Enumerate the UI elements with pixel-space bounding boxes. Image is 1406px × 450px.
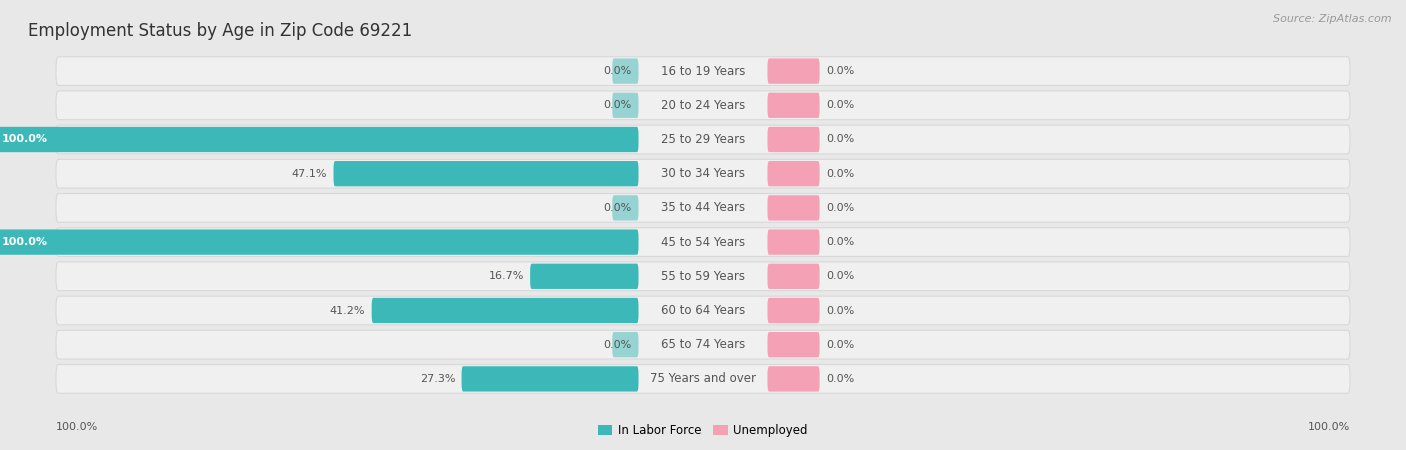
Text: 16.7%: 16.7% bbox=[488, 271, 524, 281]
Text: 0.0%: 0.0% bbox=[825, 203, 853, 213]
Text: 25 to 29 Years: 25 to 29 Years bbox=[661, 133, 745, 146]
Text: Source: ZipAtlas.com: Source: ZipAtlas.com bbox=[1274, 14, 1392, 23]
Text: 0.0%: 0.0% bbox=[603, 66, 631, 76]
FancyBboxPatch shape bbox=[768, 195, 820, 220]
FancyBboxPatch shape bbox=[461, 366, 638, 392]
Text: 75 Years and over: 75 Years and over bbox=[650, 373, 756, 385]
Text: 100.0%: 100.0% bbox=[56, 422, 98, 432]
Text: 0.0%: 0.0% bbox=[825, 374, 853, 384]
Legend: In Labor Force, Unemployed: In Labor Force, Unemployed bbox=[593, 419, 813, 441]
FancyBboxPatch shape bbox=[0, 230, 638, 255]
Text: 0.0%: 0.0% bbox=[825, 66, 853, 76]
Text: 0.0%: 0.0% bbox=[825, 237, 853, 247]
Text: 16 to 19 Years: 16 to 19 Years bbox=[661, 65, 745, 77]
FancyBboxPatch shape bbox=[768, 230, 820, 255]
FancyBboxPatch shape bbox=[768, 332, 820, 357]
FancyBboxPatch shape bbox=[56, 228, 1350, 256]
FancyBboxPatch shape bbox=[371, 298, 638, 323]
FancyBboxPatch shape bbox=[768, 366, 820, 392]
FancyBboxPatch shape bbox=[56, 57, 1350, 86]
FancyBboxPatch shape bbox=[56, 91, 1350, 120]
FancyBboxPatch shape bbox=[333, 161, 638, 186]
FancyBboxPatch shape bbox=[768, 264, 820, 289]
FancyBboxPatch shape bbox=[768, 58, 820, 84]
FancyBboxPatch shape bbox=[56, 194, 1350, 222]
FancyBboxPatch shape bbox=[56, 364, 1350, 393]
FancyBboxPatch shape bbox=[56, 125, 1350, 154]
FancyBboxPatch shape bbox=[768, 298, 820, 323]
Text: 27.3%: 27.3% bbox=[420, 374, 456, 384]
Text: 60 to 64 Years: 60 to 64 Years bbox=[661, 304, 745, 317]
Text: 41.2%: 41.2% bbox=[330, 306, 366, 315]
Text: 100.0%: 100.0% bbox=[1308, 422, 1350, 432]
Text: 0.0%: 0.0% bbox=[825, 100, 853, 110]
Text: 45 to 54 Years: 45 to 54 Years bbox=[661, 236, 745, 248]
Text: 20 to 24 Years: 20 to 24 Years bbox=[661, 99, 745, 112]
FancyBboxPatch shape bbox=[56, 262, 1350, 291]
FancyBboxPatch shape bbox=[768, 161, 820, 186]
FancyBboxPatch shape bbox=[612, 195, 638, 220]
FancyBboxPatch shape bbox=[612, 332, 638, 357]
Text: 65 to 74 Years: 65 to 74 Years bbox=[661, 338, 745, 351]
Text: 0.0%: 0.0% bbox=[603, 203, 631, 213]
Text: 0.0%: 0.0% bbox=[825, 306, 853, 315]
Text: Employment Status by Age in Zip Code 69221: Employment Status by Age in Zip Code 692… bbox=[28, 22, 412, 40]
Text: 35 to 44 Years: 35 to 44 Years bbox=[661, 202, 745, 214]
FancyBboxPatch shape bbox=[768, 127, 820, 152]
Text: 0.0%: 0.0% bbox=[825, 271, 853, 281]
FancyBboxPatch shape bbox=[612, 93, 638, 118]
FancyBboxPatch shape bbox=[56, 296, 1350, 325]
Text: 0.0%: 0.0% bbox=[603, 100, 631, 110]
FancyBboxPatch shape bbox=[56, 330, 1350, 359]
Text: 100.0%: 100.0% bbox=[1, 135, 48, 144]
FancyBboxPatch shape bbox=[768, 93, 820, 118]
Text: 47.1%: 47.1% bbox=[291, 169, 328, 179]
FancyBboxPatch shape bbox=[56, 159, 1350, 188]
Text: 0.0%: 0.0% bbox=[603, 340, 631, 350]
Text: 55 to 59 Years: 55 to 59 Years bbox=[661, 270, 745, 283]
FancyBboxPatch shape bbox=[612, 58, 638, 84]
Text: 100.0%: 100.0% bbox=[1, 237, 48, 247]
Text: 0.0%: 0.0% bbox=[825, 135, 853, 144]
Text: 0.0%: 0.0% bbox=[825, 169, 853, 179]
FancyBboxPatch shape bbox=[0, 127, 638, 152]
Text: 30 to 34 Years: 30 to 34 Years bbox=[661, 167, 745, 180]
FancyBboxPatch shape bbox=[530, 264, 638, 289]
Text: 0.0%: 0.0% bbox=[825, 340, 853, 350]
